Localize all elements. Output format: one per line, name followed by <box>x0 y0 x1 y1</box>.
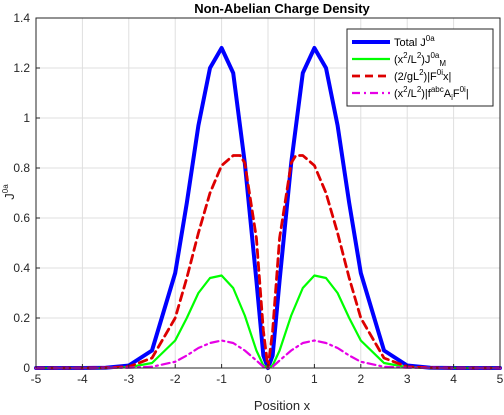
x-tick-label: 2 <box>357 372 364 386</box>
legend-label-part: 2 <box>419 68 424 77</box>
legend-label-part: (2/gL <box>394 71 419 83</box>
ticks: -5 -4 -3 -2 -1 0 1 2 3 4 5 0 0.2 0.4 0.6 0.8 1 1.2 1.4 <box>13 11 503 386</box>
legend-label-part: 0a <box>430 51 439 60</box>
y-tick-label: 0 <box>23 361 30 375</box>
x-tick-label: 5 <box>497 372 504 386</box>
legend-label-part: 2 <box>403 85 408 94</box>
y-tick-label: 0.8 <box>13 161 30 175</box>
x-tick-label: 3 <box>404 372 411 386</box>
legend-label-part: M <box>439 59 446 68</box>
legend-label-part: )|F <box>424 71 438 83</box>
y-axis-label-base: J <box>2 193 17 200</box>
legend-label-3: (2/gL2)|F0ix| <box>394 68 451 83</box>
legend-label-part: i <box>451 93 453 102</box>
legend-label-part: A <box>444 88 452 100</box>
legend-label-part: )J <box>421 54 430 66</box>
legend-label-part: /L <box>408 88 417 100</box>
legend-label-part: 0i <box>437 68 443 77</box>
legend-label-part: abc <box>431 85 444 94</box>
legend-label-part: F <box>453 88 460 100</box>
legend-label-part: 2 <box>417 85 422 94</box>
legend: Total J0a(x2/L2)J0aM(2/gL2)|F0ix|(x2/L2)… <box>346 28 494 107</box>
legend-label-part: 0i <box>460 85 466 94</box>
legend-label-2: (x2/L2)J0aM <box>394 51 446 68</box>
y-tick-label: 0.6 <box>13 211 30 225</box>
x-tick-label: 1 <box>311 372 318 386</box>
legend-label-4: (x2/L2)|fabcAiF0i| <box>394 85 469 102</box>
legend-label-part: )|f <box>421 88 432 100</box>
legend-label-part: 2 <box>417 51 422 60</box>
y-tick-label: 0.2 <box>13 311 30 325</box>
x-axis-label: Position x <box>254 398 311 413</box>
y-axis-label: J0a <box>1 184 17 200</box>
x-tick-label: -1 <box>216 372 227 386</box>
legend-label-part: /L <box>408 54 417 66</box>
y-tick-label: 1.2 <box>13 61 30 75</box>
x-tick-label: -3 <box>123 372 134 386</box>
x-tick-label: 0 <box>265 372 272 386</box>
chart-title: Non-Abelian Charge Density <box>194 1 370 16</box>
y-axis-label-superscript: 0a <box>1 184 10 193</box>
y-tick-label: 1.4 <box>13 11 30 25</box>
legend-label-part: (x <box>394 88 404 100</box>
y-tick-label: 0.4 <box>13 261 30 275</box>
x-tick-label: -5 <box>31 372 42 386</box>
legend-label-part: 2 <box>403 51 408 60</box>
legend-label-part: Total J <box>394 37 426 49</box>
x-tick-label: -4 <box>77 372 88 386</box>
legend-label-part: | <box>466 88 469 100</box>
x-tick-label: -2 <box>170 372 181 386</box>
y-tick-label: 1 <box>23 111 30 125</box>
legend-label-1: Total J0a <box>394 34 435 49</box>
x-tick-label: 4 <box>450 372 457 386</box>
legend-label-part: (x <box>394 54 404 66</box>
legend-label-part: x| <box>443 71 451 83</box>
legend-label-part: 0a <box>426 34 435 43</box>
